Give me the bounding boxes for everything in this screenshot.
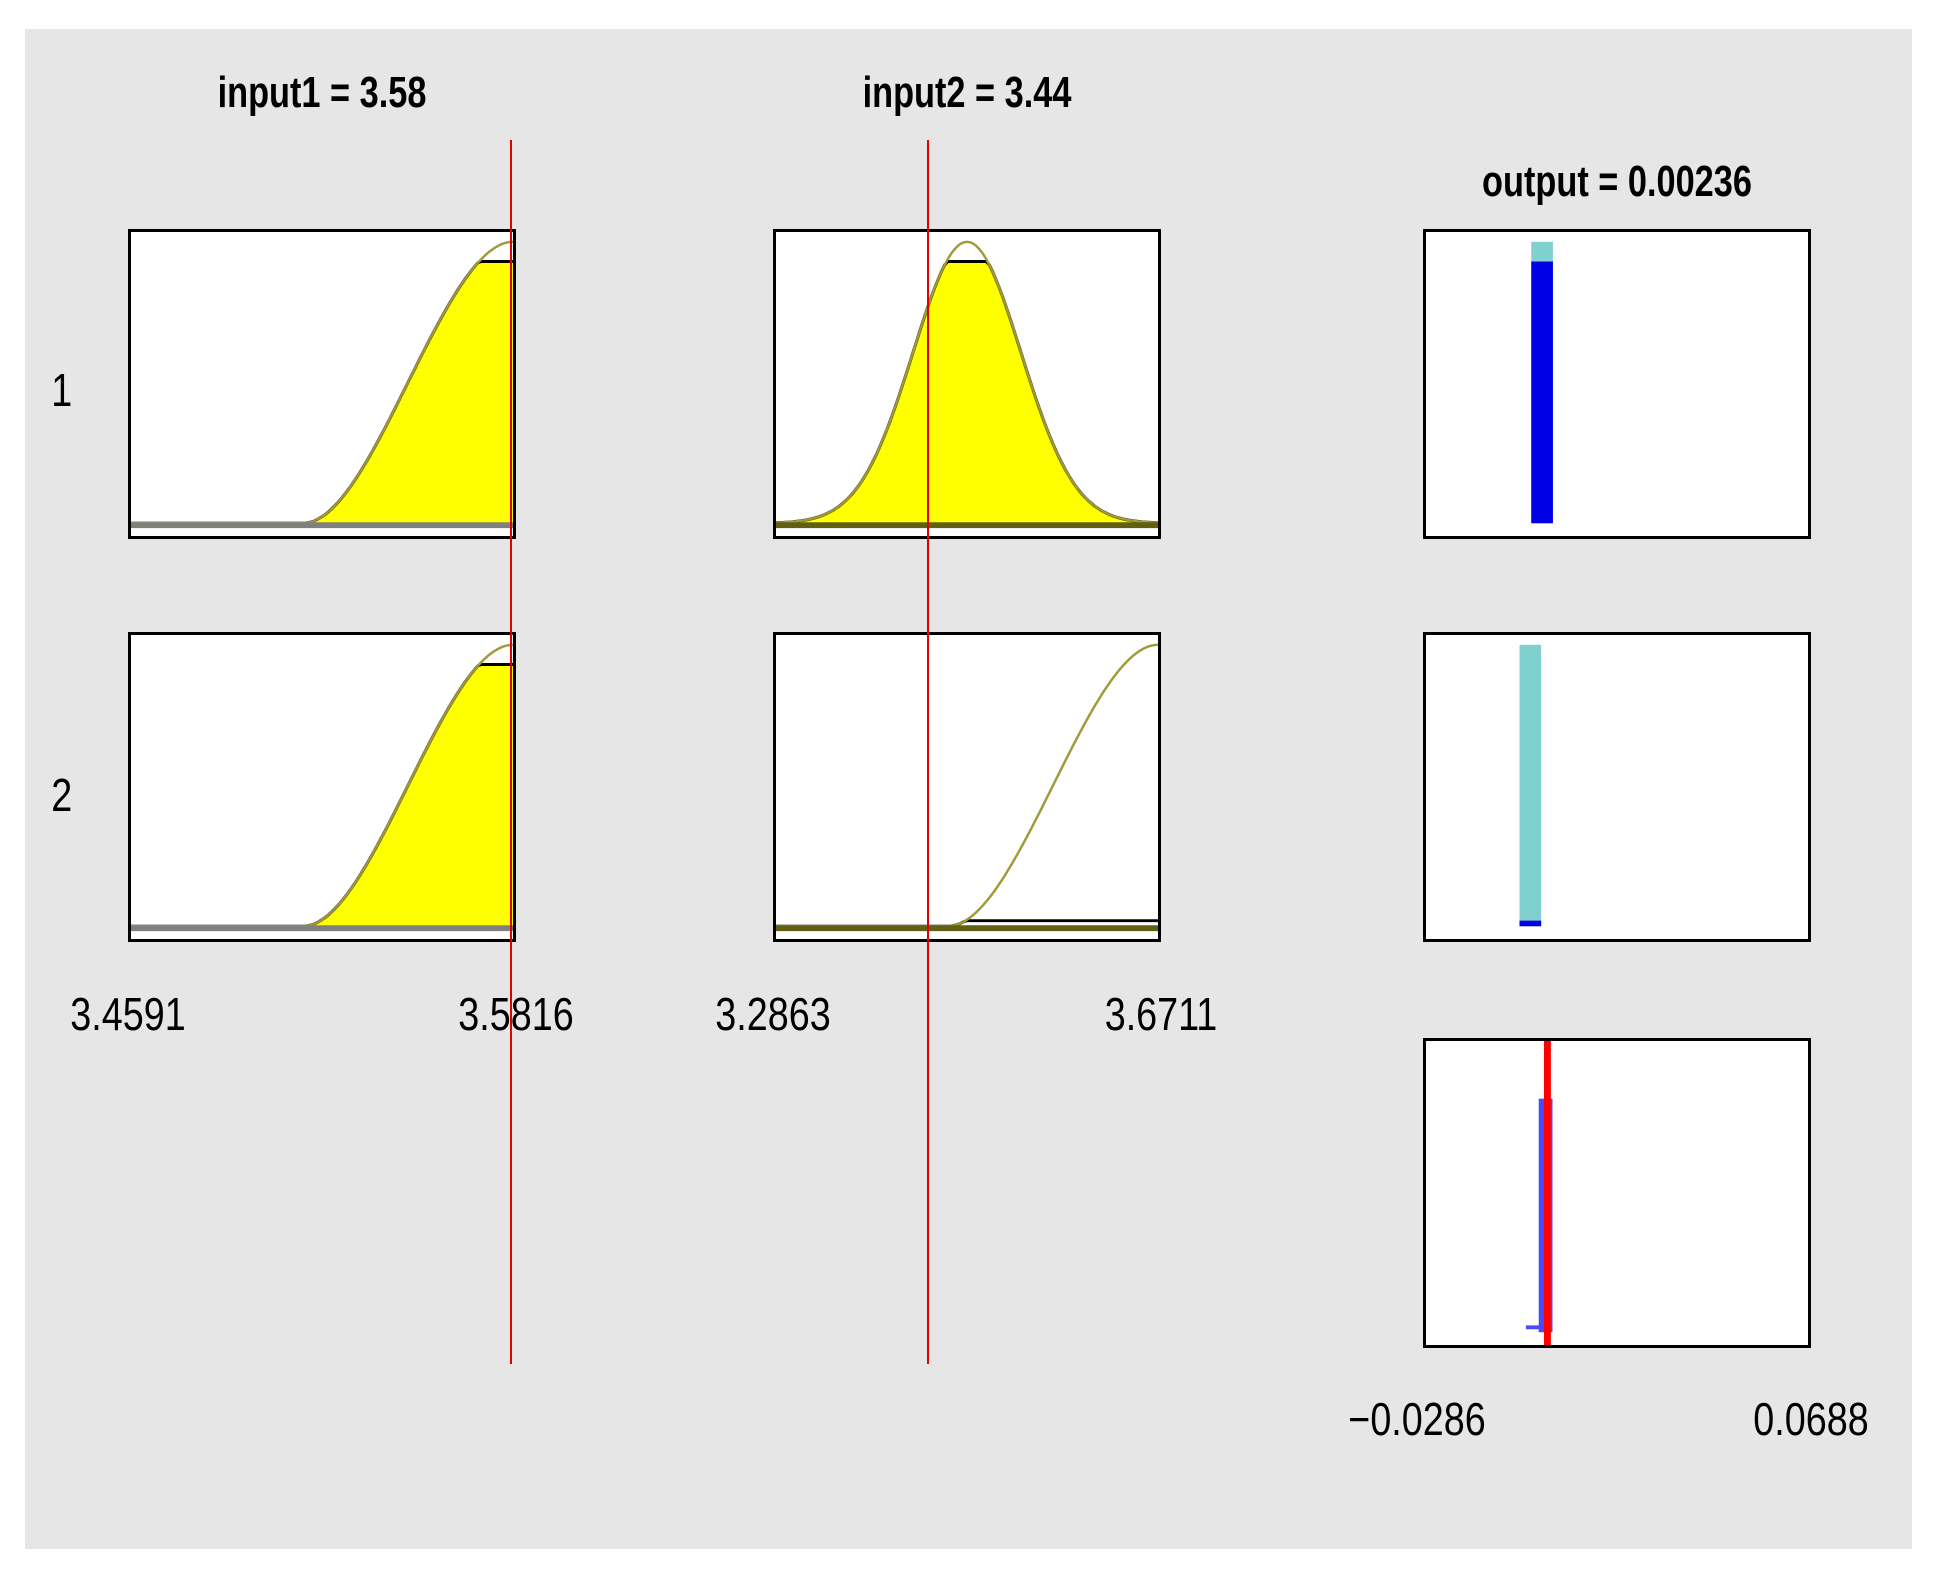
input1-title: input1 = 3.58 [217,68,427,117]
input2-rule1-unfired-curve [776,240,1158,524]
output-rule2-plot[interactable] [1423,632,1811,942]
input1-axis-max: 3.5816 [458,988,574,1040]
rule-label-2: 2 [51,769,73,821]
rule-label-1: 1 [51,364,73,416]
input2-rule1-fill [776,261,1158,524]
input2-cursor-line[interactable] [926,140,929,1364]
input1-rule1-plot[interactable] [128,229,516,539]
input1-rule1-fill [131,261,513,524]
output-aggregate-plot[interactable] [1423,1038,1811,1348]
input2-rule2-unfired-curve [776,643,1158,928]
output-title: output = 0.00236 [1482,157,1752,206]
rule-viewer-panel: input1 = 3.58 input2 = 3.44 output = 0.0… [25,29,1912,1549]
output-rule2-bar [1519,920,1542,927]
input2-title: input2 = 3.44 [862,68,1072,117]
input1-cursor-line[interactable] [509,140,512,1364]
input1-rule2-fill [131,664,513,927]
input2-axis-max: 3.6711 [1104,988,1218,1040]
input2-axis-min: 3.2863 [715,988,831,1040]
output-rule1-bar [1531,261,1553,524]
output-rule2-bar-bg [1519,644,1542,927]
output-rule1-plot[interactable] [1423,229,1811,539]
input2-rule1-plot[interactable] [773,229,1161,539]
input1-rule2-plot[interactable] [128,632,516,942]
input2-rule2-plot[interactable] [773,632,1161,942]
output-axis-min: −0.0286 [1348,1393,1486,1445]
output-axis-max: 0.0688 [1753,1393,1869,1445]
input1-axis-min: 3.4591 [70,988,186,1040]
